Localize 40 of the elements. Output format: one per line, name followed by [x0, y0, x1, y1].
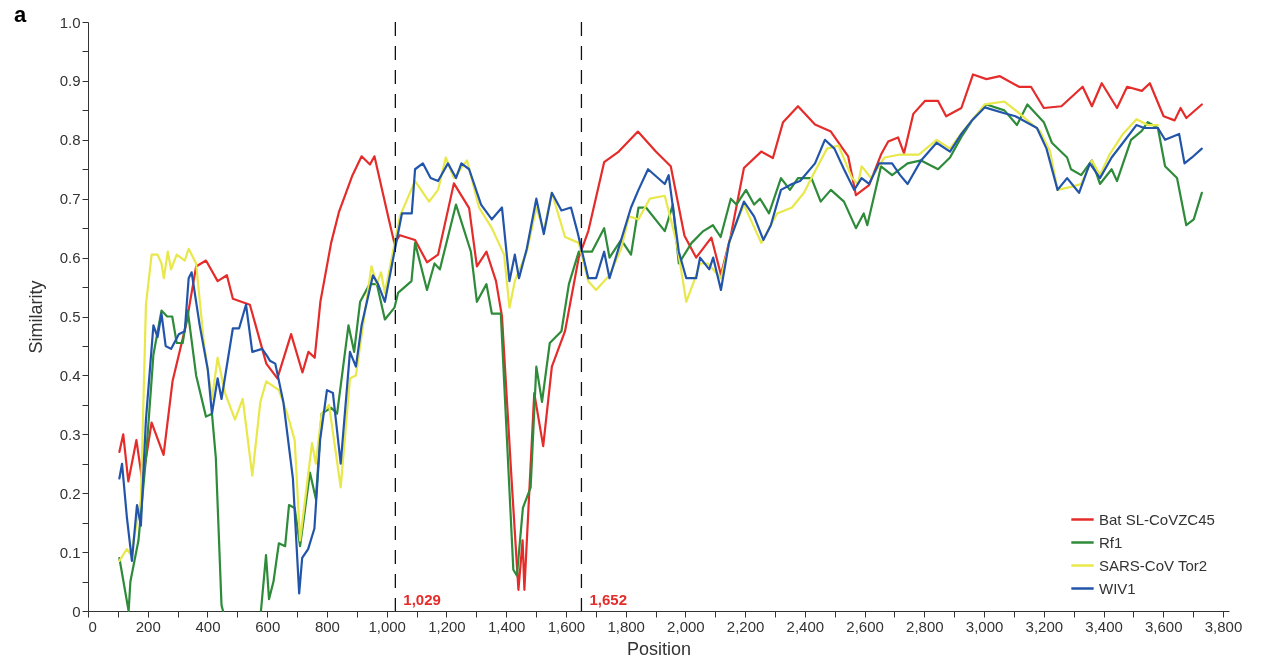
- x-tick-label: 1,000: [368, 617, 406, 635]
- y-tick-label: 0.5: [59, 308, 81, 325]
- y-tick-label: 0.1: [59, 543, 81, 561]
- legend-label: Bat SL-CoVZC45: [1099, 510, 1215, 528]
- y-tick-label: 0.4: [59, 366, 81, 384]
- x-tick-label: 800: [314, 617, 340, 635]
- y-tick-label: 0.3: [59, 425, 81, 443]
- x-axis-title: Position: [626, 638, 692, 659]
- y-tick-label: 0.7: [59, 190, 81, 208]
- y-tick-label: 1.0: [59, 13, 81, 31]
- x-tick-label: 400: [195, 617, 221, 635]
- y-tick-label: 0.6: [59, 249, 81, 267]
- y-tick-label: 0.8: [59, 131, 81, 149]
- ref-line-label: 1,652: [589, 591, 627, 608]
- y-tick-label: 0.2: [59, 484, 81, 502]
- x-tick-label: 1,400: [487, 617, 526, 635]
- ref-line-label: 1,029: [403, 591, 441, 608]
- legend-label: Rf1: [1099, 533, 1123, 551]
- x-tick-label: 2,800: [906, 617, 944, 635]
- x-tick-label: 2,200: [726, 617, 765, 635]
- x-tick-label: 200: [135, 617, 161, 635]
- x-tick-label: 1,800: [607, 617, 645, 635]
- legend-label: SARS-CoV Tor2: [1099, 556, 1208, 574]
- x-tick-label: 3,800: [1204, 617, 1243, 635]
- x-tick-label: 1,600: [547, 617, 586, 635]
- x-tick-label: 3,600: [1145, 617, 1183, 635]
- text: a: [14, 2, 27, 28]
- y-axis-title: Similarity: [25, 280, 46, 354]
- x-tick-label: 0: [88, 617, 97, 635]
- y-tick-label: 0.9: [59, 72, 81, 90]
- x-tick-label: 2,600: [846, 617, 884, 635]
- x-tick-label: 1,200: [428, 617, 466, 635]
- legend-label: WIV1: [1099, 579, 1136, 597]
- x-tick-label: 2,000: [667, 617, 705, 635]
- x-tick-label: 3,000: [965, 617, 1004, 635]
- x-tick-label: 600: [255, 617, 281, 635]
- x-tick-label: 2,400: [786, 617, 825, 635]
- y-tick-label: 0: [72, 602, 81, 620]
- x-tick-label: 3,400: [1085, 617, 1123, 635]
- x-tick-label: 3,200: [1025, 617, 1064, 635]
